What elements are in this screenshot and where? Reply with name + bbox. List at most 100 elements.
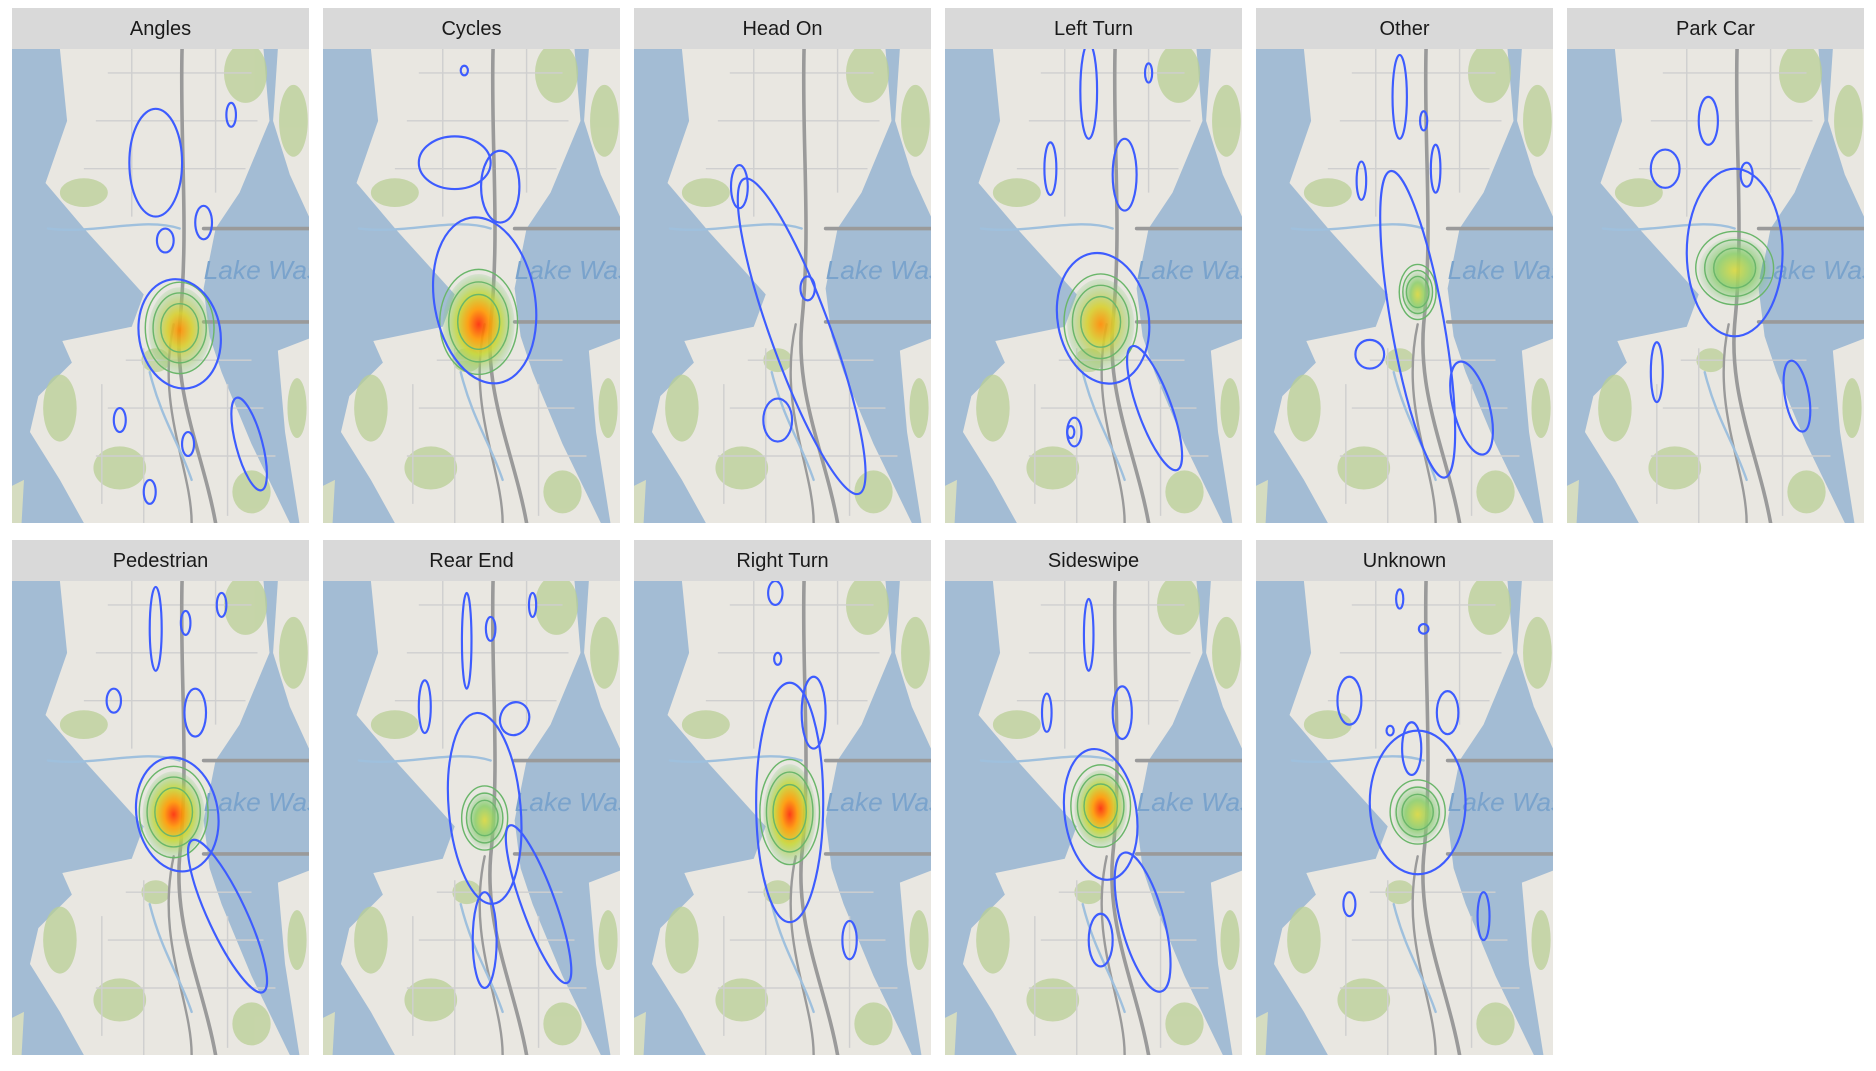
map-water-label: Lake Washing: [826, 787, 993, 817]
density-contour: [417, 135, 492, 191]
density-contour: [729, 164, 749, 210]
density-contour: [1649, 148, 1681, 189]
density-contour: [1649, 341, 1664, 404]
density-contour: [480, 149, 521, 224]
density-contour: [1429, 143, 1442, 194]
density-contour: [146, 776, 201, 848]
density-contour: [187, 838, 269, 994]
density-contour: [1449, 360, 1494, 456]
density-contour: [459, 64, 469, 77]
density-contour: [152, 292, 207, 364]
density-contour: [484, 615, 497, 642]
density-contour: [142, 478, 157, 505]
density-contour: [498, 701, 531, 737]
density-contour: [1076, 773, 1125, 839]
density-fill: [1067, 278, 1135, 370]
facet-label: Right Turn: [736, 550, 828, 572]
facet-strip: [12, 540, 309, 581]
density-contour: [230, 396, 268, 492]
density-contour: [1417, 623, 1430, 635]
density-contour: [1143, 62, 1154, 84]
facet-label: Pedestrian: [113, 550, 209, 572]
density-contour: [105, 687, 123, 714]
density-contour: [1401, 793, 1434, 831]
facet-label: Rear End: [429, 550, 514, 572]
density-contour: [1111, 685, 1133, 741]
map-panel: Lake Washing: [1256, 49, 1553, 523]
map-panel: Lake Washing: [945, 581, 1242, 1055]
density-contour: [1385, 724, 1395, 737]
density-contour: [1695, 230, 1775, 306]
density-contour: [1040, 692, 1053, 733]
density-contour: [194, 204, 214, 241]
density-contour: [1355, 160, 1368, 201]
facet-label: Unknown: [1363, 550, 1446, 572]
density-contour: [148, 585, 163, 672]
facet-panel: Left Turn Lake Washing: [945, 8, 1242, 523]
facet-label: Head On: [742, 18, 822, 40]
density-contour: [1126, 344, 1184, 472]
density-contour: [1391, 53, 1408, 140]
density-contour: [765, 771, 814, 853]
density-fill: [142, 771, 205, 858]
facet-panel: Cycles Lake Washing: [323, 8, 620, 523]
density-contour: [762, 397, 794, 443]
density-contour: [1342, 891, 1357, 918]
map-water-label: Lake Washing: [1759, 255, 1876, 285]
density-contour: [1401, 721, 1423, 776]
density-fill: [442, 274, 515, 375]
facet-strip: [945, 540, 1242, 581]
density-contour: [1398, 263, 1437, 321]
density-contour: [1083, 783, 1119, 829]
density-contour: [160, 302, 200, 353]
density-fill: [1074, 770, 1128, 847]
density-contour: [1712, 247, 1757, 289]
density-contour: [460, 785, 509, 851]
density-contour: [154, 787, 194, 837]
map-panel: Lake Washing: [323, 581, 620, 1055]
density-contour: [144, 281, 215, 375]
facet-strip: [1256, 540, 1553, 581]
facet-panel: Sideswipe Lake Washing: [945, 540, 1242, 1055]
density-contour: [1062, 747, 1139, 881]
facet-panel: Head On Lake Washing: [634, 8, 931, 523]
density-contour: [448, 281, 510, 363]
facet-label: Sideswipe: [1048, 550, 1139, 572]
facet-strip: [634, 540, 931, 581]
density-contour: [465, 792, 504, 844]
density-contour: [772, 783, 808, 841]
density-contour: [183, 687, 208, 738]
density-contour: [179, 609, 192, 636]
facet-strip: [634, 8, 931, 49]
density-contour: [1113, 851, 1172, 993]
density-contour: [1111, 137, 1138, 212]
density-contour: [1395, 786, 1440, 838]
density-contour: [1079, 49, 1099, 140]
density-contour: [155, 227, 175, 254]
map-panel: Lake Washing: [634, 49, 931, 523]
density-contour: [755, 681, 825, 924]
density-contour: [1418, 110, 1429, 132]
density-contour: [799, 275, 816, 302]
density-contour: [1043, 141, 1058, 197]
map-panel: Lake Washing: [1567, 49, 1876, 523]
facet-label: Left Turn: [1054, 18, 1133, 40]
map-panel: Lake Washing: [12, 49, 309, 523]
density-contour: [1389, 779, 1446, 845]
density-contour: [773, 651, 783, 666]
density-contour: [112, 407, 127, 434]
facet-strip: [1567, 8, 1864, 49]
facet-panel: Angles Lake Washing: [12, 8, 309, 523]
density-contour: [1782, 359, 1812, 433]
density-contour: [1395, 588, 1405, 610]
density-contour: [1354, 338, 1386, 370]
density-contour: [128, 107, 184, 218]
map-panel: Lake Washing: [945, 49, 1242, 523]
facet-label: Cycles: [441, 18, 501, 40]
density-contour: [1405, 275, 1430, 309]
density-contour: [1055, 251, 1151, 385]
density-contour: [1087, 912, 1114, 968]
facet-panel: Right Turn Lake Washing: [634, 540, 993, 1055]
